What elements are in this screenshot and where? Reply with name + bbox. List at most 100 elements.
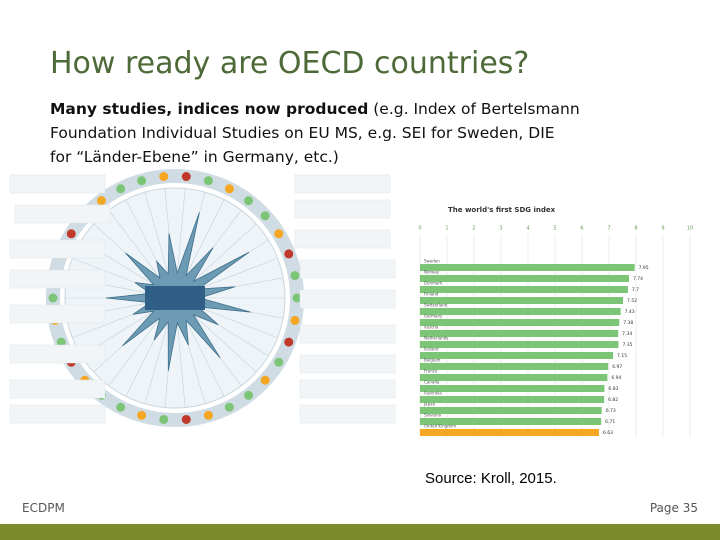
value-label: 7.15 [617, 353, 627, 359]
category-label: Belgium [424, 358, 441, 363]
diagram-caption [14, 204, 111, 224]
diagram-dot [181, 414, 191, 424]
diagram-dot [274, 357, 284, 367]
category-label: France [424, 369, 438, 374]
diagram-caption [299, 404, 396, 424]
diagram-caption [299, 324, 396, 344]
diagram-dot [159, 172, 169, 182]
bar [420, 341, 619, 348]
bar [420, 385, 605, 392]
diagram-dot [159, 414, 169, 424]
footer-bar [0, 524, 720, 540]
value-label: 7.7 [632, 287, 639, 293]
x-tick-label: 7 [607, 226, 610, 232]
category-label: United Kingdom [424, 424, 456, 429]
value-label: 7.38 [623, 320, 633, 326]
x-tick-label: 1 [445, 226, 448, 232]
diagram-caption [9, 404, 106, 424]
diagram-caption [299, 379, 396, 399]
value-label: 7.95 [639, 265, 649, 271]
diagram-dot [116, 402, 126, 412]
value-label: 6.97 [612, 364, 622, 370]
body-line: for “Länder-Ebene” in Germany, etc.) [50, 148, 339, 166]
diagram-dot [290, 271, 300, 281]
diagram-dot [203, 410, 213, 420]
diagram-caption [299, 259, 396, 279]
x-tick-label: 5 [553, 226, 556, 232]
bar [420, 330, 619, 337]
footer: ECDPM [22, 501, 65, 515]
x-tick-label: 4 [526, 226, 529, 232]
category-label: Germany [424, 314, 443, 319]
category-label: Canada [424, 380, 440, 385]
diagram-dot [48, 293, 58, 303]
diagram-dot [66, 229, 76, 239]
diagram-dot [274, 229, 284, 239]
bar [420, 264, 635, 271]
source: Source: Kroll, 2015. [425, 470, 557, 487]
diagram-dot [96, 196, 106, 206]
x-tick-label: 3 [499, 226, 502, 232]
category-label: Finland [424, 292, 439, 297]
diagram-caption [9, 269, 106, 289]
category-label: Japan [423, 402, 436, 407]
diagram-dot [224, 184, 234, 194]
x-tick-label: 2 [472, 226, 475, 232]
body-line-text: (e.g. Index of Bertelsmann [368, 100, 580, 118]
value-label: 6.94 [611, 375, 621, 381]
value-label: 7.52 [627, 298, 637, 304]
category-label: Netherlands [424, 336, 448, 341]
bar [420, 374, 608, 381]
x-tick-label: 6 [580, 226, 583, 232]
diagram-caption [9, 239, 106, 259]
diagram-dot [284, 249, 294, 259]
page-number: Page 35 [649, 501, 698, 515]
diagram-dot [181, 172, 191, 182]
bar [420, 396, 605, 403]
diagram-dot [137, 176, 147, 186]
body-line: Foundation Individual Studies on EU MS, … [50, 124, 555, 142]
diagram-caption [294, 174, 391, 194]
x-tick-label: 0 [418, 226, 421, 232]
diagram-dot [116, 184, 126, 194]
diagram-dot [244, 390, 254, 400]
bar [420, 319, 620, 326]
diagram-caption [299, 354, 396, 374]
value-label: 6.63 [603, 430, 613, 436]
category-label: Denmark [424, 281, 443, 286]
bar [420, 297, 624, 304]
diagram-caption [294, 229, 391, 249]
bar [420, 286, 628, 293]
x-tick-label: 8 [634, 226, 637, 232]
category-label: Norway [424, 270, 440, 275]
category-label: Australia [424, 391, 442, 396]
value-label: 6.83 [608, 386, 618, 392]
diagram-dot [260, 211, 270, 221]
diagram-caption [9, 304, 106, 324]
diagram-caption [9, 174, 106, 194]
chart-title: The world's first SDG index [448, 206, 556, 214]
diagram-caption [294, 199, 391, 219]
category-label: Switzerland [424, 303, 448, 308]
diagram-dot [290, 315, 300, 325]
value-label: 6.73 [606, 408, 616, 414]
diagram-caption [9, 344, 106, 364]
value-label: 7.43 [625, 309, 635, 315]
x-tick-label: 10 [687, 226, 693, 232]
bar [420, 363, 609, 370]
bar [420, 275, 629, 282]
diagram-dot [137, 410, 147, 420]
diagram-caption [299, 289, 396, 309]
bar [420, 308, 621, 315]
value-label: 7.34 [622, 331, 632, 337]
value-label: 7.74 [633, 276, 643, 282]
diagram-dot [284, 337, 294, 347]
diagram-dot [224, 402, 234, 412]
bar [420, 407, 602, 414]
diagram-caption [9, 379, 106, 399]
value-label: 6.82 [608, 397, 618, 403]
value-label: 7.35 [622, 342, 632, 348]
body-line: Many studies, indices now produced (e.g.… [50, 97, 580, 121]
